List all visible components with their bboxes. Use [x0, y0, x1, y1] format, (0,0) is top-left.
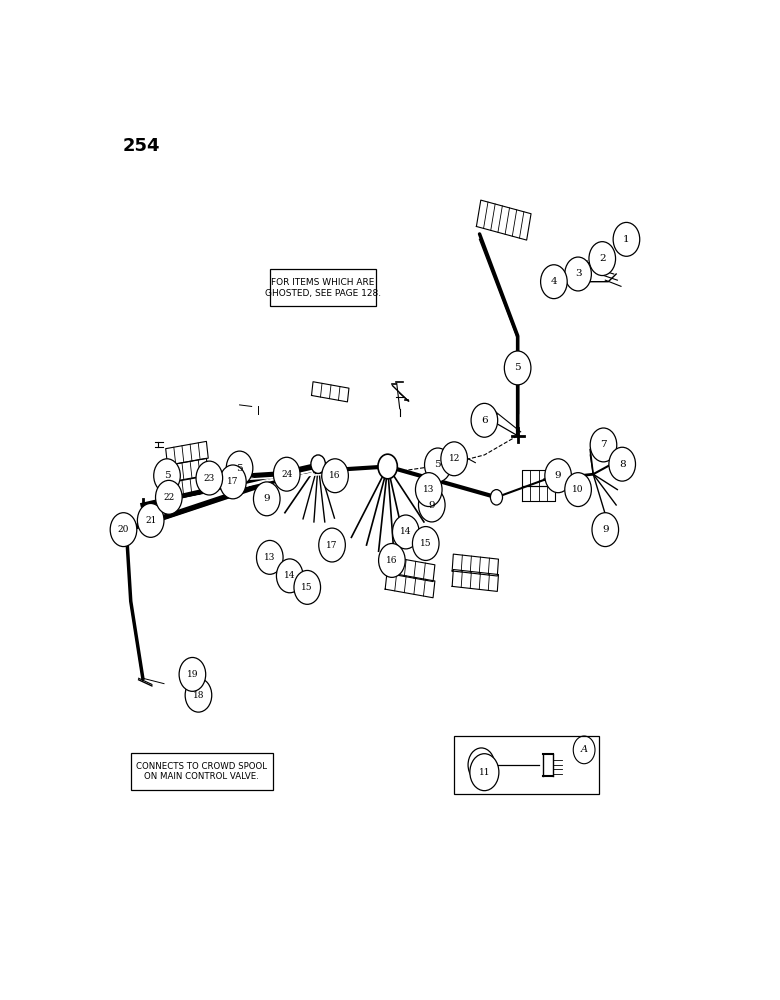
Text: 5: 5	[164, 471, 170, 480]
Bar	[270, 269, 376, 306]
Text: 22: 22	[163, 493, 175, 502]
Circle shape	[154, 459, 180, 493]
Circle shape	[196, 461, 222, 495]
Text: 16: 16	[386, 556, 398, 565]
Text: 11: 11	[479, 768, 490, 777]
Circle shape	[592, 513, 619, 547]
Circle shape	[322, 459, 349, 493]
Text: 1: 1	[623, 235, 629, 244]
Text: 20: 20	[118, 525, 129, 534]
Text: 11: 11	[475, 760, 488, 769]
Text: 17: 17	[326, 541, 338, 550]
Text: 9: 9	[428, 500, 435, 510]
Text: 13: 13	[423, 485, 434, 494]
Circle shape	[226, 451, 253, 485]
Text: 15: 15	[301, 583, 313, 592]
Circle shape	[565, 473, 591, 507]
Circle shape	[294, 570, 321, 604]
Circle shape	[137, 503, 164, 537]
Circle shape	[544, 459, 572, 493]
Circle shape	[185, 678, 211, 712]
Circle shape	[609, 447, 636, 481]
Circle shape	[155, 480, 183, 514]
Text: 6: 6	[481, 416, 488, 425]
Text: 9: 9	[264, 494, 270, 503]
Circle shape	[491, 490, 502, 505]
Circle shape	[179, 657, 206, 691]
Circle shape	[220, 465, 246, 499]
Bar	[131, 753, 273, 790]
Circle shape	[589, 242, 615, 276]
Circle shape	[311, 455, 325, 473]
Circle shape	[416, 473, 442, 507]
Circle shape	[378, 544, 405, 577]
Text: 4: 4	[551, 277, 557, 286]
Text: 13: 13	[264, 553, 275, 562]
Circle shape	[419, 488, 445, 522]
Text: 3: 3	[575, 269, 581, 278]
Text: 5: 5	[236, 464, 243, 473]
Text: 21: 21	[145, 516, 156, 525]
Circle shape	[274, 457, 300, 491]
Circle shape	[254, 482, 280, 516]
Text: 23: 23	[204, 474, 215, 483]
Circle shape	[505, 351, 531, 385]
Text: 14: 14	[400, 527, 412, 536]
Circle shape	[470, 754, 499, 791]
Circle shape	[319, 528, 346, 562]
Text: 9: 9	[602, 525, 608, 534]
Text: 5: 5	[514, 363, 521, 372]
Circle shape	[392, 515, 419, 549]
Text: 10: 10	[573, 485, 583, 494]
Text: 8: 8	[619, 460, 626, 469]
Circle shape	[413, 527, 439, 560]
Text: 19: 19	[186, 670, 198, 679]
Circle shape	[468, 748, 495, 782]
Text: 14: 14	[284, 571, 296, 580]
Circle shape	[471, 403, 498, 437]
Text: FOR ITEMS WHICH ARE
GHOSTED, SEE PAGE 128.: FOR ITEMS WHICH ARE GHOSTED, SEE PAGE 12…	[264, 278, 381, 298]
Circle shape	[441, 442, 467, 476]
Text: 16: 16	[329, 471, 341, 480]
Bar	[454, 736, 599, 794]
Circle shape	[276, 559, 303, 593]
Circle shape	[613, 222, 640, 256]
Text: 24: 24	[281, 470, 292, 479]
Text: 5: 5	[434, 460, 441, 469]
Text: 7: 7	[600, 440, 607, 449]
Text: 18: 18	[193, 691, 204, 700]
Circle shape	[541, 265, 567, 299]
Text: A: A	[580, 745, 587, 754]
Circle shape	[590, 428, 617, 462]
Circle shape	[565, 257, 591, 291]
Text: A: A	[562, 483, 569, 492]
Text: 9: 9	[555, 471, 562, 480]
Text: 17: 17	[227, 477, 239, 486]
Text: 12: 12	[448, 454, 460, 463]
Text: 2: 2	[599, 254, 605, 263]
Circle shape	[110, 513, 136, 547]
Circle shape	[378, 454, 397, 479]
Circle shape	[257, 540, 283, 574]
Circle shape	[424, 448, 451, 482]
Text: 15: 15	[420, 539, 431, 548]
Text: CONNECTS TO CROWD SPOOL
ON MAIN CONTROL VALVE.: CONNECTS TO CROWD SPOOL ON MAIN CONTROL …	[136, 762, 268, 781]
Text: 254: 254	[123, 137, 161, 155]
